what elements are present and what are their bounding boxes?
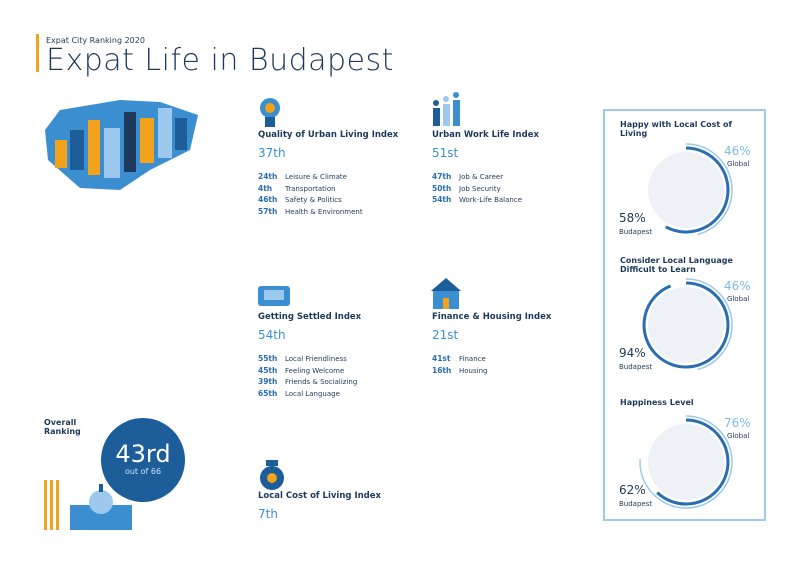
panel-border [603,109,766,521]
budapest-arc [642,281,730,369]
item-rank: 57th [258,206,278,216]
budapest-label: Budapest [619,363,653,371]
global-arc [685,278,733,371]
item-label: Health & Environment [285,207,363,216]
map-illustration [45,100,198,190]
item-rank: 47th [432,172,452,181]
budapest-label: Budapest [619,500,653,508]
budapest-arc [656,418,730,506]
item-label: Feeling Welcome [285,366,345,375]
accent-bar [36,34,39,72]
index-rank: 37th [258,146,286,160]
item-label: Transportation [285,184,336,193]
overall-label: Overall Ranking [44,418,81,437]
index-title: Finance & Housing Index [432,312,552,322]
icon-sofa [258,286,290,306]
item-label: Safety & Politics [285,196,342,205]
item-rank: 45th [258,365,278,375]
subtitle: Expat City Ranking 2020 [46,36,145,45]
item-label: Work-Life Balance [459,196,523,205]
global-label: Global [727,295,750,303]
item-rank: 41st [432,354,451,363]
index-rank: 21st [432,328,459,342]
item-label: Local Friendliness [285,355,347,363]
index-title: Local Cost of Living Index [258,491,381,501]
budapest-value: 94% [619,346,646,360]
item-rank: 50th [432,183,452,193]
item-rank: 39th [258,377,278,387]
gauge-title: Happy with Local Cost of Living [620,120,732,139]
item-rank: 55th [258,354,278,363]
budapest-value: 62% [619,483,646,497]
global-arc [685,143,733,236]
overall-out-of: out of 66 [124,467,162,476]
item-label: Leisure & Climate [285,173,347,181]
icon-medal [260,98,280,127]
item-rank: 54th [432,195,452,205]
item-rank: 65th [258,388,278,398]
global-value: 76% [724,416,751,430]
title: Expat Life in Budapest [46,43,394,78]
item-label: Friends & Socializing [285,378,358,387]
index-title: Urban Work Life Index [432,130,539,140]
index-rank: 7th [258,507,278,521]
global-label: Global [727,160,750,168]
index-title: Getting Settled Index [258,312,362,322]
icon-house [431,278,461,309]
item-rank: 16th [432,365,452,375]
budapest-label: Budapest [619,228,653,236]
gauge-disc [648,424,724,500]
global-label: Global [727,432,750,440]
index-rank: 54th [258,328,286,342]
item-rank: 4th [258,183,273,193]
gauge-title: Happiness Level [620,398,694,407]
icon-people [433,92,460,126]
parliament-illustration [44,480,132,530]
gauge-disc [648,287,724,363]
index-title: Quality of Urban Living Index [258,130,399,140]
gauge-title: Consider Local Language Difficult to Lea… [620,256,733,275]
item-rank: 46th [258,195,278,205]
icon-money-bag [260,460,284,490]
item-label: Finance [459,355,486,363]
overall-rank: 43rd [115,440,171,468]
item-label: Local Language [285,389,340,398]
global-value: 46% [724,279,751,293]
item-label: Job Security [459,184,501,193]
item-rank: 24th [258,172,278,181]
index-rank: 51st [432,146,459,160]
budapest-value: 58% [619,211,646,225]
gauge-disc [648,152,724,228]
budapest-arc [665,146,730,234]
global-arc [639,415,733,509]
item-label: Housing [459,366,488,375]
global-value: 46% [724,144,751,158]
item-label: Job & Career [459,173,504,181]
overall-circle [101,418,185,502]
